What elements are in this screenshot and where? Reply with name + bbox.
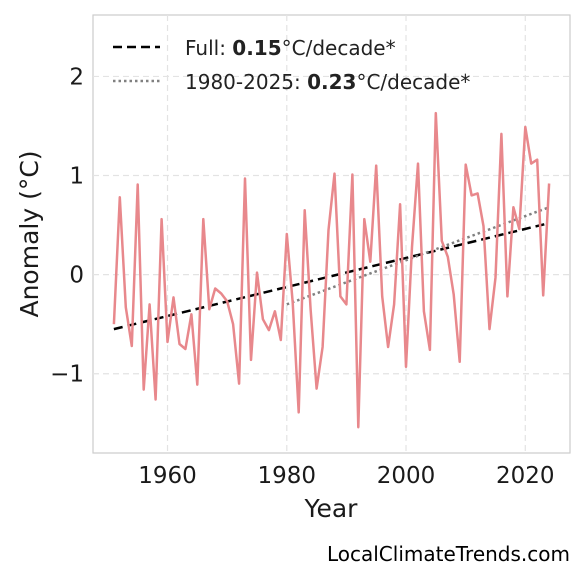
legend-entry-recent: 1980-2025: 0.23°C/decade* (185, 70, 470, 94)
x-tick-label: 1980 (258, 463, 317, 489)
anomaly-line (112, 111, 551, 429)
legend-entry-full: Full: 0.15°C/decade* (185, 36, 396, 60)
x-tick-label: 2020 (496, 463, 555, 489)
y-tick-label: 1 (69, 164, 84, 190)
y-tick-label: −1 (50, 362, 84, 388)
site-credit: LocalClimateTrends.com (327, 542, 570, 566)
legend-recent-prefix: 1980-2025: (185, 70, 307, 94)
legend-full-suffix: °C/decade* (282, 36, 396, 60)
y-axis-label: Anomaly (°C) (15, 150, 44, 317)
x-tick-label: 2000 (377, 463, 436, 489)
legend-full-value: 0.15 (232, 36, 281, 60)
trend-line-full (113, 221, 550, 331)
plot-area (92, 14, 571, 454)
legend: Full: 0.15°C/decade* 1980-2025: 0.23°C/d… (113, 36, 470, 94)
gridlines (93, 15, 570, 453)
legend-full-prefix: Full: (185, 36, 232, 60)
x-tick-label: 1960 (138, 463, 197, 489)
data-series (112, 111, 551, 429)
y-tick-label: 2 (69, 64, 84, 90)
y-tick-label: 0 (69, 263, 84, 289)
x-axis-label: Year (304, 494, 359, 523)
legend-recent-suffix: °C/decade* (356, 70, 470, 94)
x-tick-labels: 1960 1980 2000 2020 (138, 463, 554, 489)
y-tick-labels: −1 0 1 2 (50, 64, 84, 387)
legend-recent-value: 0.23 (307, 70, 356, 94)
